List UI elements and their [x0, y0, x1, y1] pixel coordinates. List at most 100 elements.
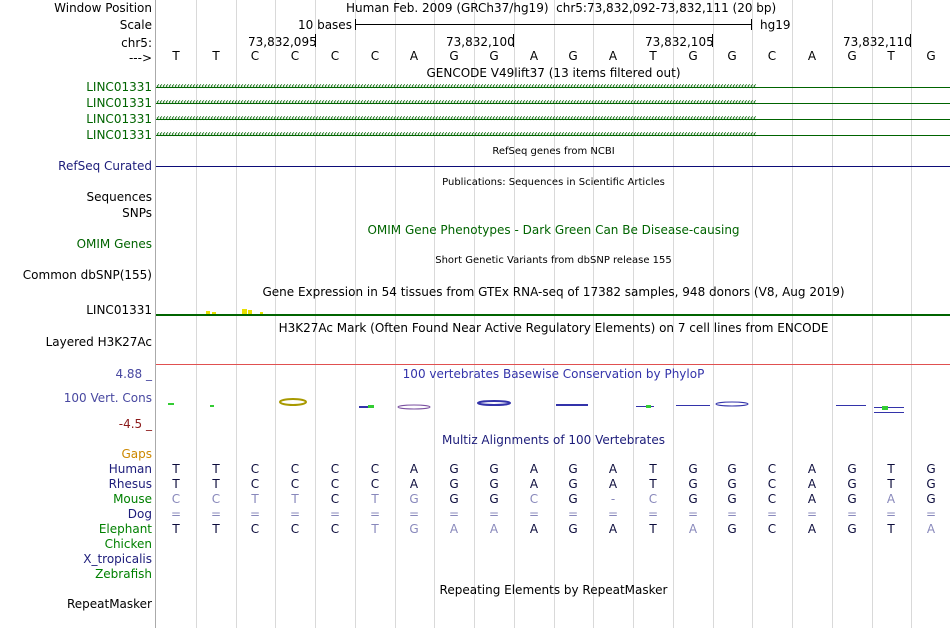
cons-label[interactable]: 100 Vert. Cons [63, 391, 152, 405]
dbsnp-label[interactable]: Common dbSNP(155) [22, 268, 152, 282]
omim-label[interactable]: OMIM Genes [76, 237, 152, 251]
alignment-base: C [370, 477, 380, 491]
alignment-base: = [806, 507, 818, 521]
alignment-base: G [568, 492, 578, 506]
alignment-base: = [210, 507, 222, 521]
gencode-gene[interactable]: ‹‹‹‹‹‹‹‹‹‹‹‹‹‹‹‹‹‹‹‹‹‹‹‹‹‹‹‹‹‹‹‹‹‹‹‹‹‹‹‹… [156, 80, 950, 94]
alignment-base: A [807, 462, 817, 476]
base: C [370, 49, 380, 63]
alignment-base: G [727, 462, 737, 476]
base: G [688, 49, 698, 63]
gencode-gene-line [156, 135, 950, 136]
alignment-base: C [648, 492, 658, 506]
alignment-base: G [449, 492, 459, 506]
alignment-base: T [212, 462, 220, 476]
phylop-max-label: 4.88 _ [115, 367, 152, 381]
alignment-base: = [170, 507, 182, 521]
alignment-base: = [647, 507, 659, 521]
alignment-base: G [727, 492, 737, 506]
gtex-tissue-bar [206, 311, 210, 314]
alignment-base: = [687, 507, 699, 521]
species-label-dog: Dog [127, 507, 152, 521]
gencode-item-label[interactable]: LINC01331 [86, 96, 152, 110]
refseq-gene-line[interactable] [156, 166, 950, 167]
dbsnp-title: Short Genetic Variants from dbSNP releas… [435, 255, 672, 266]
alignment-base: C [250, 462, 260, 476]
gencode-gene[interactable]: ‹‹‹‹‹‹‹‹‹‹‹‹‹‹‹‹‹‹‹‹‹‹‹‹‹‹‹‹‹‹‹‹‹‹‹‹‹‹‹‹… [156, 112, 950, 126]
gtex-gene-bar[interactable] [156, 314, 950, 316]
strand-label: ---> [128, 51, 152, 65]
gencode-gene[interactable]: ‹‹‹‹‹‹‹‹‹‹‹‹‹‹‹‹‹‹‹‹‹‹‹‹‹‹‹‹‹‹‹‹‹‹‹‹‹‹‹‹… [156, 128, 950, 142]
refseq-label[interactable]: RefSeq Curated [58, 159, 152, 173]
alignment-base: A [608, 522, 618, 536]
species-label-rhesus: Rhesus [108, 477, 152, 491]
repeatmasker-label[interactable]: RepeatMasker [66, 597, 152, 611]
base: T [887, 49, 895, 63]
alignment-base: = [289, 507, 301, 521]
alignment-base: T [371, 492, 379, 506]
h3k27ac-signal [156, 364, 950, 365]
alignment-base: = [488, 507, 500, 521]
scale-label: Scale [119, 18, 152, 32]
gencode-title: GENCODE V49lift37 (13 items filtered out… [426, 66, 681, 80]
omim-title: OMIM Gene Phenotypes - Dark Green Can Be… [367, 223, 740, 237]
alignment-base: A [807, 522, 817, 536]
base: A [608, 49, 618, 63]
alignment-base: T [291, 492, 299, 506]
assembly-title: Human Feb. 2009 (GRCh37/hg19) chr5:73,83… [346, 1, 776, 15]
alignment-base: = [846, 507, 858, 521]
gencode-item-label[interactable]: LINC01331 [86, 112, 152, 126]
alignment-base: G [847, 492, 857, 506]
gaps-label: Gaps [121, 447, 152, 461]
alignment-base: A [926, 522, 936, 536]
gtex-tissue-bar [260, 312, 263, 314]
alignment-base: A [529, 462, 539, 476]
gencode-gene[interactable]: ‹‹‹‹‹‹‹‹‹‹‹‹‹‹‹‹‹‹‹‹‹‹‹‹‹‹‹‹‹‹‹‹‹‹‹‹‹‹‹‹… [156, 96, 950, 110]
base: T [172, 49, 180, 63]
gtex-label[interactable]: LINC01331 [86, 303, 152, 317]
base: T [649, 49, 657, 63]
alignment-base: C [211, 492, 221, 506]
base: G [926, 49, 936, 63]
gencode-item-label[interactable]: LINC01331 [86, 128, 152, 142]
base: C [330, 49, 340, 63]
alignment-base: T [887, 462, 895, 476]
species-label-elephant: Elephant [98, 522, 152, 536]
alignment-base: C [250, 522, 260, 536]
alignment-base: T [172, 462, 180, 476]
track-image[interactable]: Human Feb. 2009 (GRCh37/hg19) chr5:73,83… [155, 0, 950, 628]
alignment-base: A [608, 462, 618, 476]
alignment-base: G [568, 522, 578, 536]
base: C [250, 49, 260, 63]
h3k27ac-label[interactable]: Layered H3K27Ac [45, 335, 152, 349]
pubs-title: Publications: Sequences in Scientific Ar… [442, 177, 665, 188]
coord-label: 73,832,100 [446, 35, 515, 49]
alignment-base: G [409, 492, 419, 506]
alignment-base: C [529, 492, 539, 506]
alignment-base: T [212, 477, 220, 491]
base: A [807, 49, 817, 63]
alignment-base: - [610, 492, 616, 506]
alignment-base: G [926, 492, 936, 506]
species-label-chicken: Chicken [104, 537, 152, 551]
alignment-base: A [409, 462, 419, 476]
alignment-base: G [847, 477, 857, 491]
gencode-item-label[interactable]: LINC01331 [86, 80, 152, 94]
alignment-base: G [727, 477, 737, 491]
alignment-base: C [767, 522, 777, 536]
species-label-x-tropicalis: X_tropicalis [83, 552, 152, 566]
alignment-base: G [568, 477, 578, 491]
snps-label[interactable]: SNPs [122, 206, 152, 220]
base: G [489, 49, 499, 63]
alignment-base: C [290, 462, 300, 476]
window-position-label: Window Position [54, 1, 152, 15]
multiz-title: Multiz Alignments of 100 Vertebrates [441, 433, 666, 447]
alignment-base: G [926, 477, 936, 491]
phylop-glyphs [168, 398, 904, 413]
alignment-base: G [847, 462, 857, 476]
sequences-label[interactable]: Sequences [86, 190, 152, 204]
alignment-base: G [489, 462, 499, 476]
alignment-base: G [688, 492, 698, 506]
coord-label: 73,832,110 [843, 35, 912, 49]
alignment-base: T [172, 522, 180, 536]
